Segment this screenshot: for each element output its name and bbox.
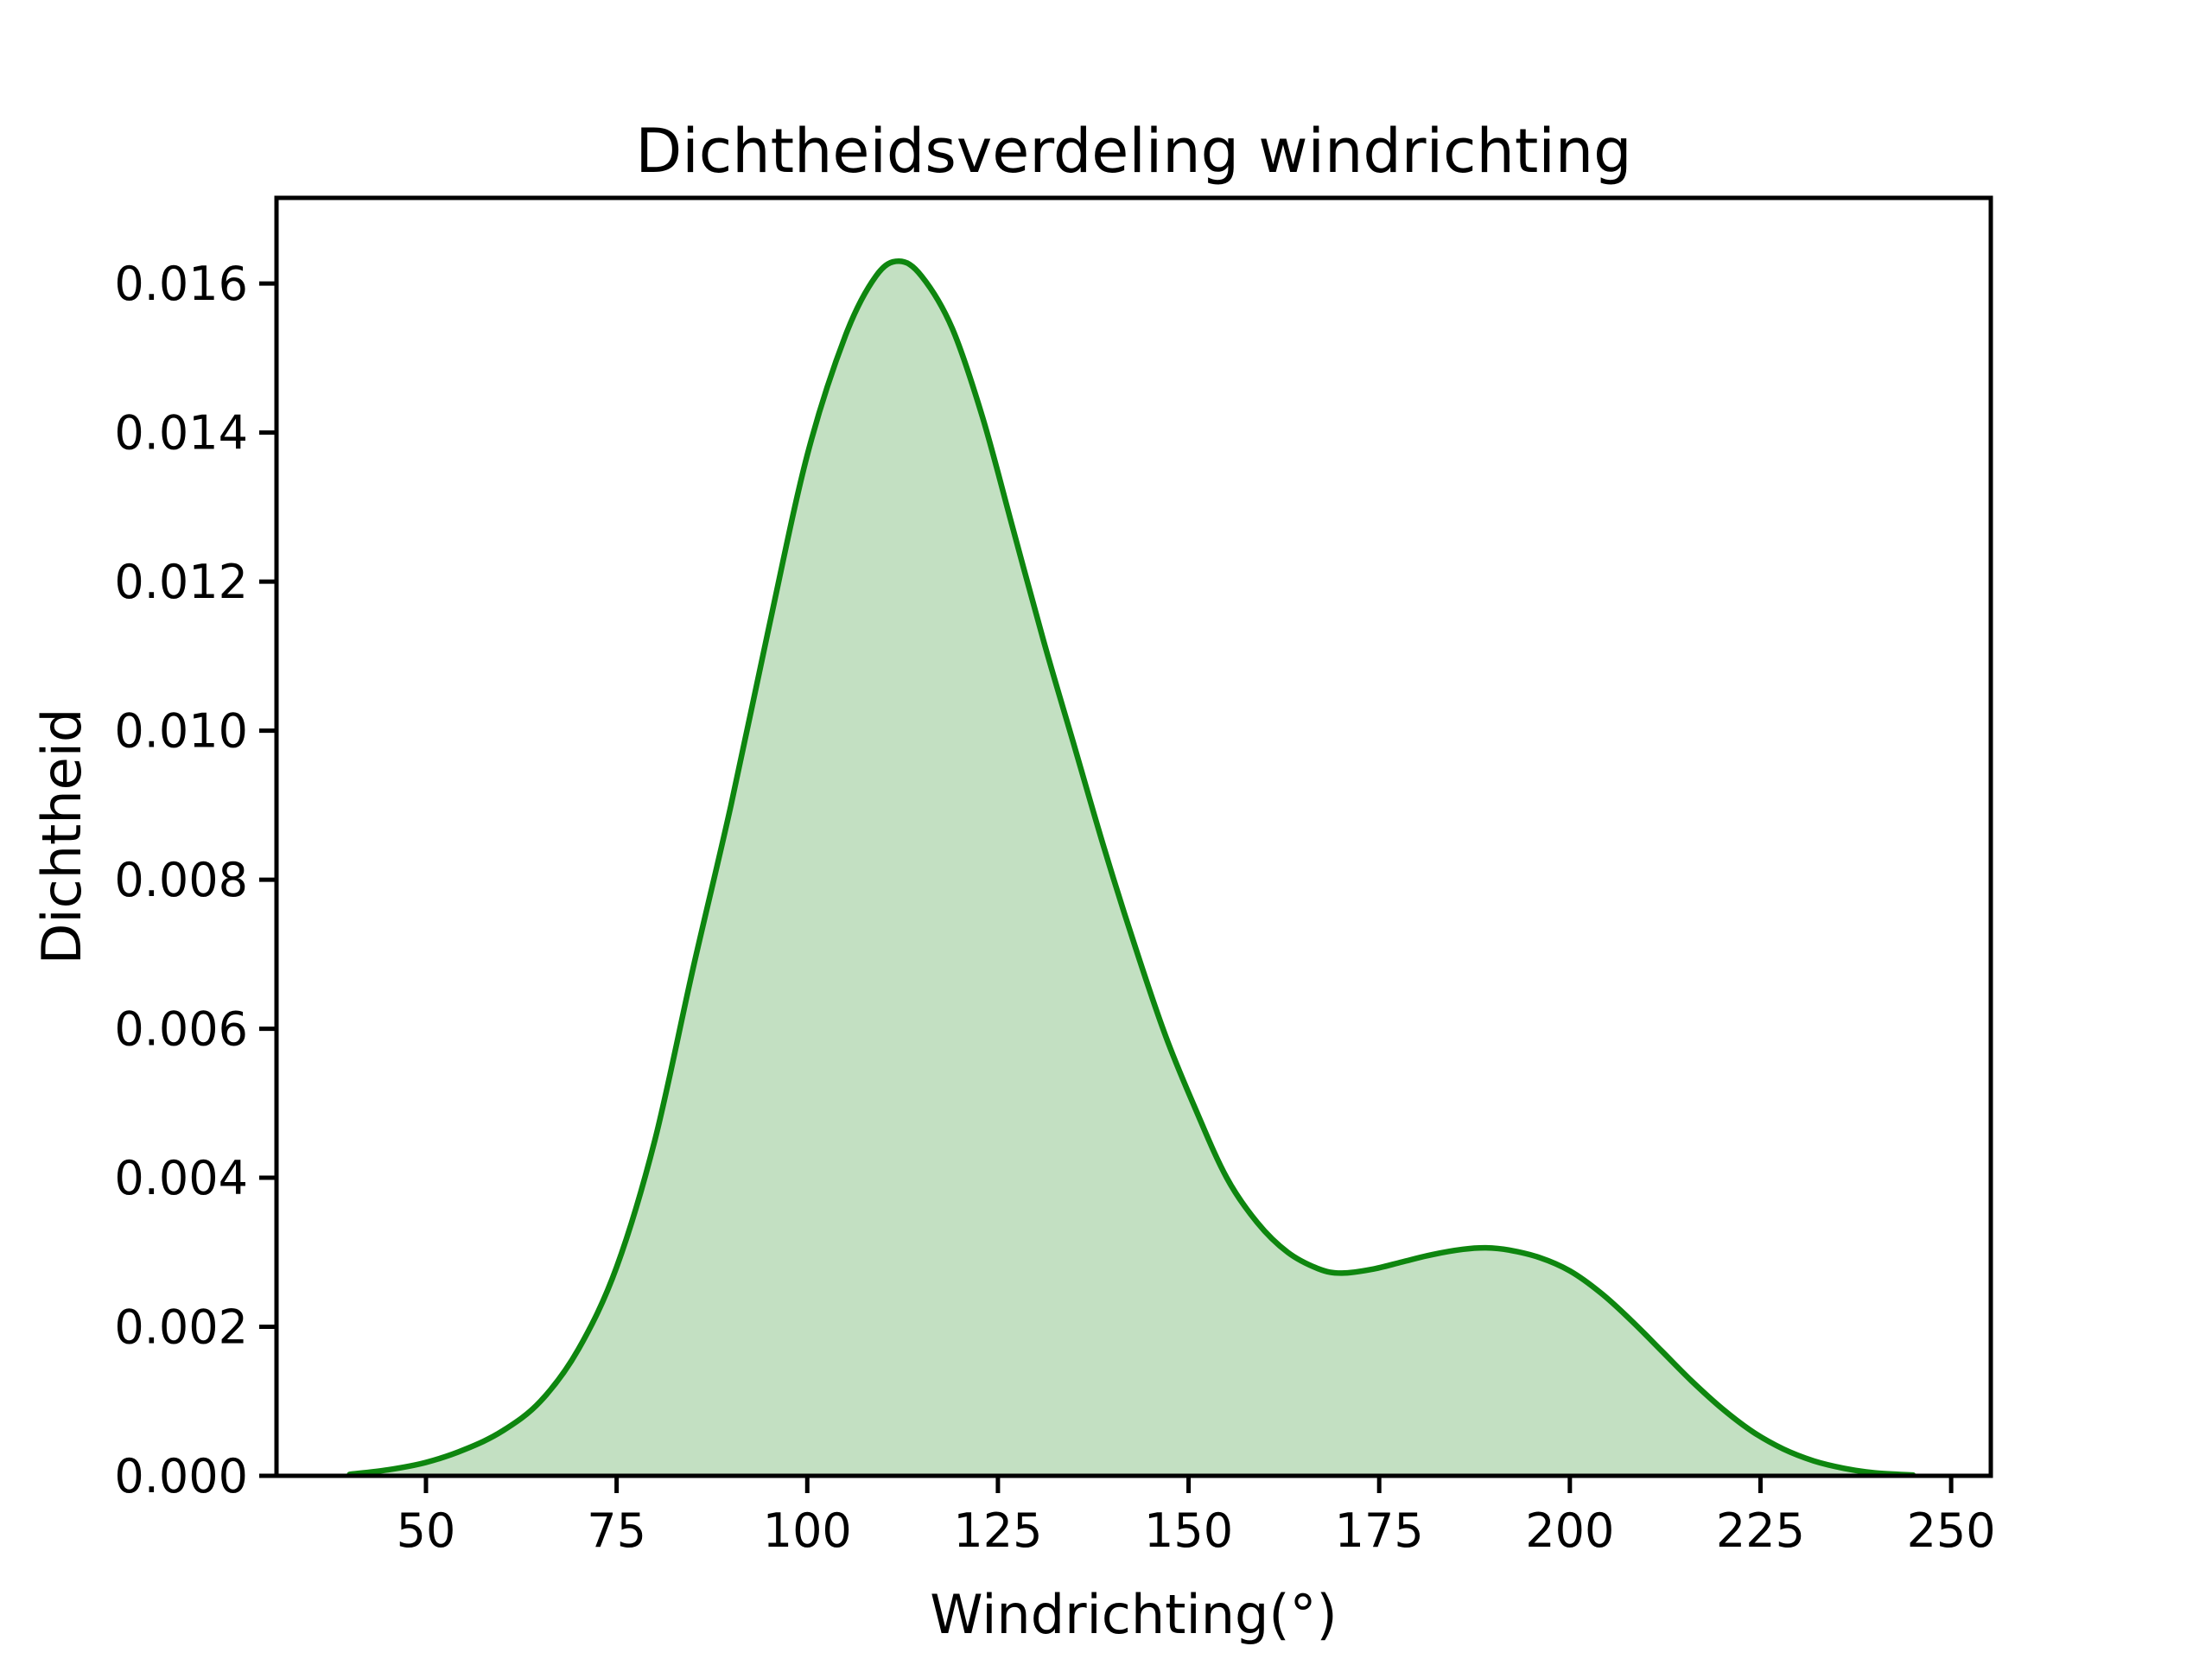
- y-tick-label: 0.012: [114, 555, 248, 609]
- y-tick-label: 0.010: [114, 704, 248, 759]
- y-tick-label: 0.008: [114, 853, 248, 907]
- x-axis-label: Windrichting(°): [930, 1583, 1338, 1646]
- y-axis-label: Dichtheid: [29, 708, 93, 965]
- x-tick-label: 250: [1907, 1503, 1996, 1558]
- x-tick-label: 200: [1525, 1503, 1614, 1558]
- y-tick-label: 0.006: [114, 1002, 248, 1057]
- y-tick-label: 0.004: [114, 1151, 248, 1205]
- plot-frame: [274, 195, 1993, 1478]
- y-tick-label: 0.014: [114, 406, 248, 461]
- chart-title: Dichtheidsverdeling windrichting: [635, 116, 1632, 187]
- kde-curve: [346, 258, 1916, 1478]
- x-tick-label: 125: [953, 1503, 1042, 1558]
- x-tick-label: 75: [587, 1503, 646, 1558]
- x-tick-label: 100: [763, 1503, 852, 1558]
- y-tick-label: 0.002: [114, 1300, 248, 1355]
- y-tick-label: 0.016: [114, 257, 248, 311]
- x-tick-label: 175: [1335, 1503, 1424, 1558]
- kde-fill: [349, 261, 1914, 1476]
- x-tick-label: 225: [1716, 1503, 1805, 1558]
- x-tick-label: 150: [1144, 1503, 1233, 1558]
- x-tick-label: 50: [397, 1503, 456, 1558]
- y-tick-label: 0.000: [114, 1449, 248, 1503]
